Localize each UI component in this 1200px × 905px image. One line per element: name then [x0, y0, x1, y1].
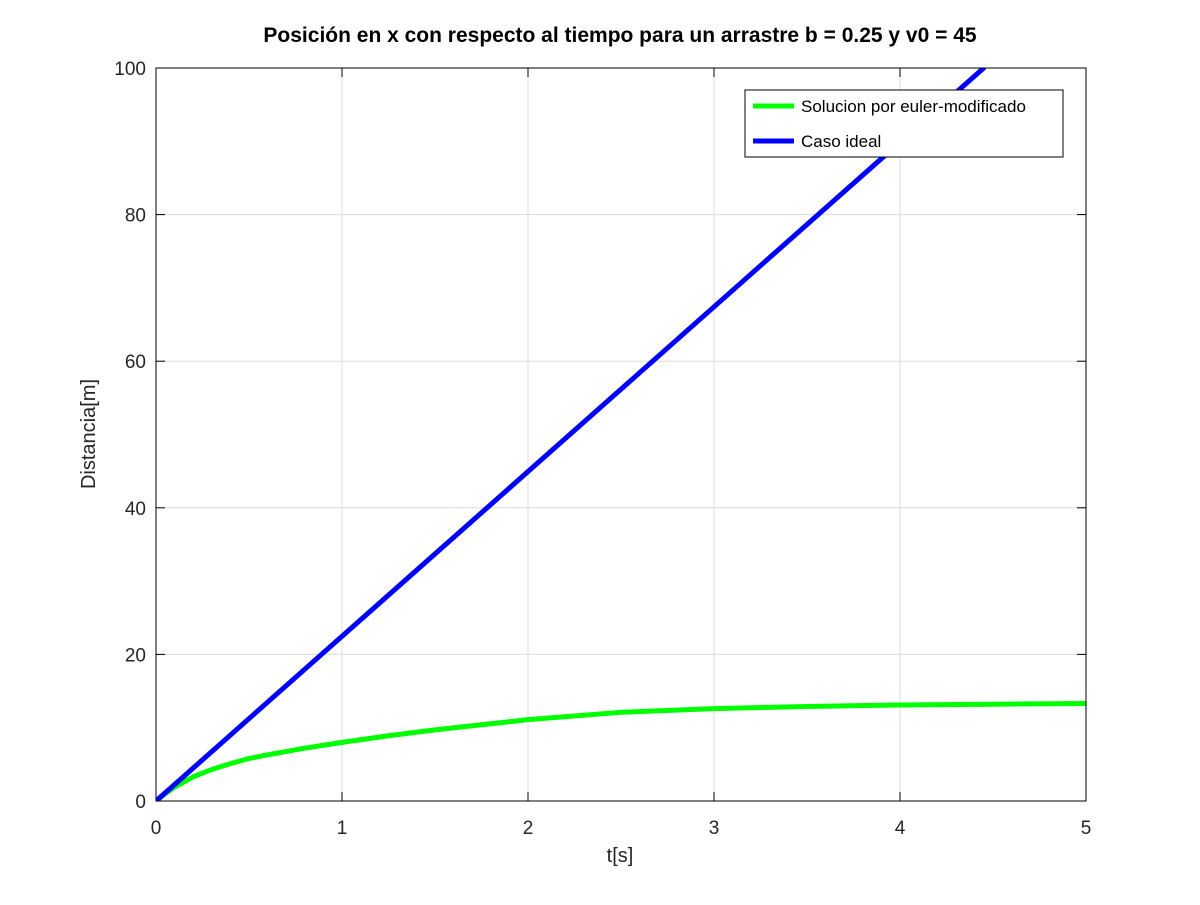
legend-label-0: Solucion por euler-modificado — [801, 97, 1026, 116]
y-tick-label: 20 — [125, 645, 146, 666]
ticks: 0 1 2 3 4 5 0 20 40 60 80 100 — [114, 59, 1091, 839]
y-tick-label: 80 — [125, 206, 146, 227]
legend-box — [744, 89, 1064, 158]
x-tick-label: 5 — [1081, 818, 1092, 839]
y-tick-label: 60 — [125, 352, 146, 373]
x-tick-label: 4 — [895, 818, 906, 839]
series-line-1 — [156, 68, 987, 801]
series-line-0 — [156, 701, 1086, 801]
y-tick-label: 40 — [125, 499, 146, 520]
x-tick-label: 0 — [151, 818, 162, 839]
chart-title: Posición en x con respecto al tiempo par… — [263, 24, 976, 47]
series-layer — [156, 68, 1086, 801]
x-axis-label: t[s] — [607, 845, 634, 867]
grid — [155, 67, 1087, 802]
y-tick-label: 0 — [135, 792, 146, 813]
y-axis-label: Distancia[m] — [78, 379, 100, 489]
y-tick-label: 100 — [114, 59, 146, 80]
x-tick-label: 1 — [337, 818, 348, 839]
legend-label-1: Caso ideal — [801, 132, 881, 151]
legend: Solucion por euler-modificado Caso ideal — [744, 89, 1064, 158]
x-tick-label: 3 — [709, 818, 720, 839]
x-tick-label: 2 — [523, 818, 534, 839]
plot-frame — [155, 67, 1087, 802]
